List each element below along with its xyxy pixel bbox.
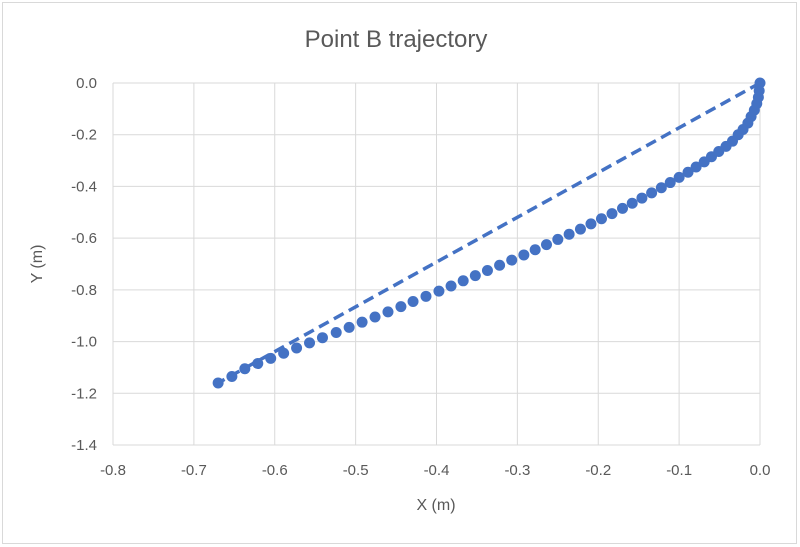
data-point <box>291 342 303 354</box>
x-tick-label: -0.1 <box>666 462 692 479</box>
data-point <box>252 358 264 370</box>
x-tick-label: -0.2 <box>585 462 611 479</box>
data-point <box>664 177 676 189</box>
data-point <box>646 187 658 199</box>
x-tick-label: -0.8 <box>100 462 126 479</box>
data-point <box>420 290 432 302</box>
y-tick-label: -0.2 <box>71 127 97 144</box>
y-tick-label: -0.6 <box>71 230 97 247</box>
data-point <box>382 306 394 318</box>
x-tick-label: -0.4 <box>424 462 450 479</box>
y-tick-label: -1.0 <box>71 334 97 351</box>
data-point <box>395 301 407 313</box>
data-point <box>239 363 251 375</box>
data-point <box>330 327 342 339</box>
data-point <box>529 244 541 256</box>
tick-labels: -0.8 -0.7 -0.6 -0.5 -0.4 -0.3 -0.2 -0.1 0.0 0.0 -0… <box>71 75 770 479</box>
data-point <box>595 213 607 225</box>
data-point <box>481 264 493 276</box>
data-point <box>278 347 290 359</box>
data-point <box>226 370 238 382</box>
data-point <box>574 223 586 235</box>
x-tick-label: -0.5 <box>343 462 369 479</box>
y-tick-label: -0.4 <box>71 178 97 195</box>
y-tick-label: -1.4 <box>71 437 97 454</box>
data-point <box>552 233 564 245</box>
data-point <box>445 280 457 292</box>
data-point <box>356 316 368 328</box>
chart-title: Point B trajectory <box>305 26 488 53</box>
y-axis-label: Y (m) <box>29 245 46 284</box>
dashed-line-segment <box>217 81 761 385</box>
data-point <box>469 270 481 282</box>
data-point <box>673 171 685 183</box>
y-tick-label: 0.0 <box>76 75 97 92</box>
data-point <box>506 254 518 266</box>
data-point <box>690 161 702 173</box>
data-point <box>494 259 506 271</box>
data-point <box>682 166 694 178</box>
data-point <box>617 202 629 214</box>
y-tick-label: -0.8 <box>71 282 97 299</box>
data-point <box>563 228 575 240</box>
data-point <box>407 295 419 307</box>
x-tick-label: -0.6 <box>262 462 288 479</box>
data-point <box>457 275 469 287</box>
data-point <box>655 182 667 194</box>
data-point <box>369 311 381 323</box>
data-points <box>212 77 766 389</box>
data-point <box>433 285 445 297</box>
data-point <box>265 352 277 364</box>
data-point <box>626 197 638 209</box>
data-point <box>636 192 648 204</box>
data-point <box>698 156 710 168</box>
data-point <box>343 321 355 333</box>
data-point <box>585 218 597 230</box>
x-tick-label: -0.3 <box>504 462 530 479</box>
y-tick-label: -1.2 <box>71 385 97 402</box>
data-point <box>540 239 552 251</box>
x-axis-label: X (m) <box>416 497 455 514</box>
data-point <box>606 208 618 220</box>
grid-lines <box>112 82 761 446</box>
trendline <box>217 81 761 385</box>
data-point <box>304 337 316 349</box>
data-point <box>212 377 224 389</box>
x-tick-label: 0.0 <box>750 462 771 479</box>
data-point <box>518 249 530 261</box>
data-point <box>316 332 328 344</box>
x-tick-label: -0.7 <box>181 462 207 479</box>
